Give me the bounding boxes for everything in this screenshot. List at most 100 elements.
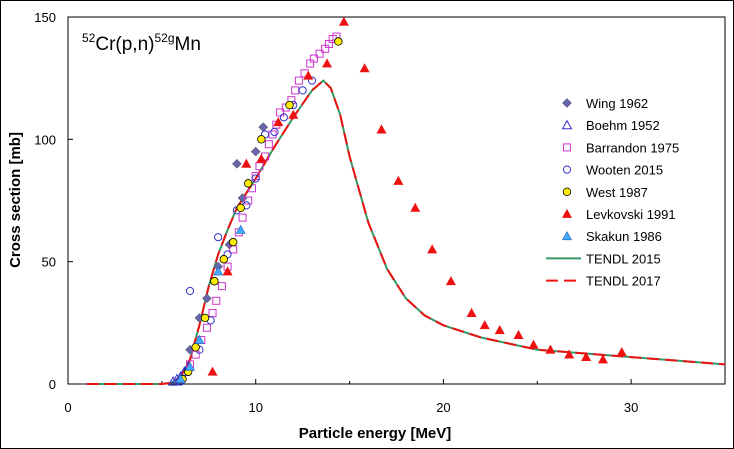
point-barrandon-1975 bbox=[264, 140, 273, 149]
point-levkovski-1991 bbox=[322, 58, 333, 68]
point-barrandon-1975 bbox=[244, 196, 253, 205]
point-levkovski-1991 bbox=[338, 16, 349, 26]
point-west-1987 bbox=[191, 343, 200, 352]
point-west-1987 bbox=[228, 237, 238, 247]
point-west-1987 bbox=[244, 179, 253, 188]
point-wooten-2015 bbox=[251, 174, 260, 183]
point-levkovski-1991 bbox=[207, 366, 218, 376]
legend-label-barrandon-1975: Barrandon 1975 bbox=[586, 140, 679, 155]
point-levkovski-1991 bbox=[303, 70, 314, 80]
point-skakun-1986 bbox=[175, 373, 186, 384]
legend-swatch-skakun-1986 bbox=[561, 231, 573, 241]
x-tick-label: 30 bbox=[624, 400, 638, 415]
point-wooten-2015 bbox=[185, 286, 195, 296]
point-levkovski-1991 bbox=[466, 307, 477, 317]
point-wing-1962 bbox=[232, 158, 242, 169]
point-skakun-1986 bbox=[213, 266, 224, 276]
title-main2: Mn bbox=[175, 34, 201, 55]
point-barrandon-1975 bbox=[202, 323, 211, 332]
point-levkovski-1991 bbox=[241, 158, 252, 168]
legend-swatch-barrandon-1975 bbox=[563, 143, 571, 152]
legend-swatch-west-1987 bbox=[562, 187, 572, 196]
point-wooten-2015 bbox=[298, 86, 307, 95]
point-wing-1962 bbox=[250, 146, 261, 157]
title-sup2: 52g bbox=[154, 31, 174, 45]
point-barrandon-1975 bbox=[217, 282, 226, 291]
point-levkovski-1991 bbox=[564, 349, 575, 359]
point-levkovski-1991 bbox=[359, 63, 370, 73]
legend: Wing 1962 Boehm 1952 Barrandon 1975 Wooten … bbox=[546, 96, 679, 289]
x-tick-label: 0 bbox=[64, 400, 71, 415]
plot-area-border bbox=[67, 16, 726, 385]
legend-label-skakun-1986: Skakun 1986 bbox=[586, 229, 662, 244]
point-levkovski-1991 bbox=[410, 202, 421, 212]
legend-label-wing-1962: Wing 1962 bbox=[586, 96, 648, 111]
point-barrandon-1975 bbox=[291, 86, 300, 95]
legend-label-tendl-2015: TENDL 2015 bbox=[586, 251, 661, 266]
point-west-1987 bbox=[200, 313, 210, 323]
data-markers bbox=[167, 16, 627, 386]
point-barrandon-1975 bbox=[251, 172, 260, 181]
legend-label-boehm-1952: Boehm 1952 bbox=[586, 118, 660, 133]
point-barrandon-1975 bbox=[315, 49, 324, 58]
point-skakun-1986 bbox=[185, 361, 196, 371]
point-skakun-1986 bbox=[194, 334, 205, 344]
point-levkovski-1991 bbox=[479, 320, 490, 330]
y-tick-label: 0 bbox=[49, 377, 56, 392]
legend-label-tendl-2017: TENDL 2017 bbox=[586, 274, 661, 289]
point-barrandon-1975 bbox=[309, 54, 318, 63]
legend-swatch-wooten-2015 bbox=[562, 165, 572, 174]
point-levkovski-1991 bbox=[513, 329, 524, 339]
x-tick-label: 20 bbox=[436, 400, 450, 415]
point-wooten-2015 bbox=[279, 113, 288, 122]
y-axis-title: Cross section [mb] bbox=[7, 132, 24, 268]
point-wooten-2015 bbox=[270, 127, 279, 137]
y-tick-label: 100 bbox=[34, 132, 56, 147]
point-wing-1962 bbox=[202, 293, 212, 304]
point-levkovski-1991 bbox=[376, 124, 387, 134]
point-barrandon-1975 bbox=[191, 350, 200, 359]
point-barrandon-1975 bbox=[294, 76, 303, 85]
point-boehm-1952 bbox=[167, 376, 179, 386]
point-west-1987 bbox=[334, 37, 343, 46]
title-main1: Cr(p,n) bbox=[95, 34, 154, 55]
point-barrandon-1975 bbox=[268, 130, 277, 139]
legend-label-west-1987: West 1987 bbox=[586, 185, 648, 200]
legend-swatch-boehm-1952 bbox=[561, 119, 573, 130]
point-levkovski-1991 bbox=[616, 347, 627, 357]
point-levkovski-1991 bbox=[288, 109, 299, 119]
title-sup1: 52 bbox=[82, 31, 96, 45]
point-west-1987 bbox=[210, 277, 219, 286]
legend-swatch-wing-1962 bbox=[562, 98, 572, 108]
point-barrandon-1975 bbox=[238, 213, 247, 222]
x-axis-title: Particle energy [MeV] bbox=[299, 425, 452, 442]
point-levkovski-1991 bbox=[494, 325, 505, 335]
point-west-1987 bbox=[219, 255, 229, 264]
legend-label-wooten-2015: Wooten 2015 bbox=[586, 163, 663, 178]
point-west-1987 bbox=[285, 100, 294, 110]
axes: 0 10 20 30 0 50 100 150 bbox=[34, 10, 726, 415]
point-skakun-1986 bbox=[235, 224, 246, 234]
point-west-1987 bbox=[236, 203, 245, 213]
point-wing-1962 bbox=[258, 122, 269, 132]
point-levkovski-1991 bbox=[445, 276, 456, 286]
legend-swatch-levkovski-1991 bbox=[561, 208, 573, 218]
point-levkovski-1991 bbox=[581, 351, 592, 361]
y-tick-label: 150 bbox=[34, 10, 56, 25]
point-wooten-2015 bbox=[307, 76, 317, 85]
point-barrandon-1975 bbox=[212, 296, 221, 305]
point-levkovski-1991 bbox=[222, 266, 233, 276]
point-levkovski-1991 bbox=[528, 339, 539, 349]
point-wooten-2015 bbox=[214, 233, 223, 242]
point-levkovski-1991 bbox=[273, 117, 284, 127]
point-levkovski-1991 bbox=[393, 175, 404, 185]
point-west-1987 bbox=[257, 135, 266, 144]
point-barrandon-1975 bbox=[208, 309, 217, 318]
chart-title: 52Cr(p,n)52gMn bbox=[82, 31, 201, 55]
point-levkovski-1991 bbox=[256, 153, 267, 163]
x-tick-label: 10 bbox=[248, 400, 262, 415]
legend-label-levkovski-1991: Levkovski 1991 bbox=[586, 207, 676, 222]
point-levkovski-1991 bbox=[427, 244, 438, 254]
